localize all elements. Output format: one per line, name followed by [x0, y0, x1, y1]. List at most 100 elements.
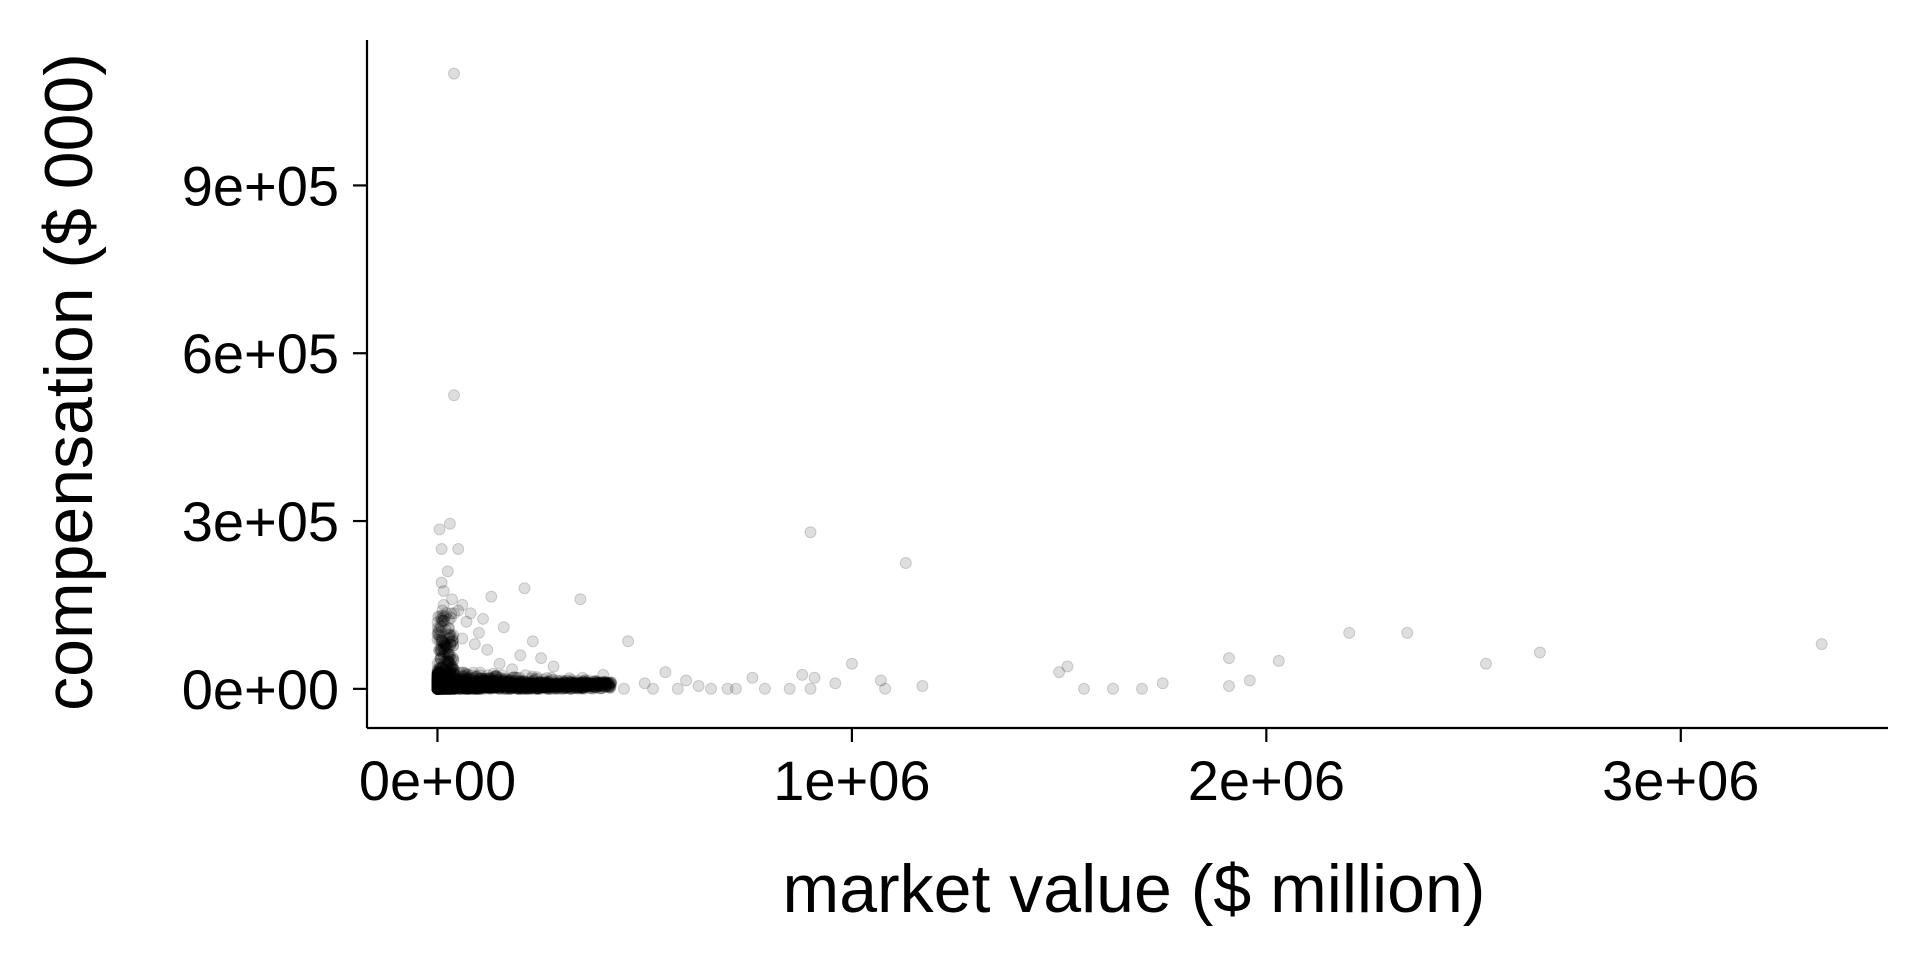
data-point-cluster	[431, 682, 444, 695]
data-point-cluster	[519, 677, 532, 690]
data-point-cluster	[431, 680, 444, 693]
data-point-cluster	[431, 675, 444, 688]
data-point-cluster	[431, 678, 444, 691]
data-point-cluster	[431, 676, 444, 689]
data-point-cluster	[444, 680, 456, 693]
data-point-cluster	[512, 682, 525, 695]
data-point-cluster	[434, 678, 447, 690]
data-point-cluster	[444, 682, 457, 695]
data-point-cluster	[434, 676, 447, 689]
data-point-cluster	[431, 674, 444, 687]
x-tick-label: 0e+00	[359, 749, 516, 812]
data-point-cluster	[465, 682, 478, 695]
data-point-cluster	[431, 677, 444, 690]
data-point	[493, 657, 506, 670]
data-point-cluster	[476, 672, 489, 685]
data-point-cluster	[431, 679, 444, 692]
data-point-cluster	[463, 679, 476, 692]
data-point-cluster	[590, 678, 603, 691]
data-point	[1243, 674, 1256, 687]
data-point-cluster	[433, 673, 446, 686]
data-point-cluster	[466, 680, 479, 693]
data-point-cluster	[543, 682, 556, 695]
ticks-layer: 0e+00 1e+06 2e+06 3e+06 0e+00 3e+05 6e+05 9e+05	[182, 154, 1760, 812]
data-point-cluster	[444, 681, 457, 693]
data-point-cluster	[447, 677, 460, 690]
data-point-cluster	[459, 678, 472, 690]
data-point-cluster	[508, 676, 521, 689]
data-point-cluster	[478, 677, 491, 690]
data-point-cluster	[432, 682, 445, 695]
data-point-cluster	[438, 676, 451, 689]
data-point-cluster	[551, 678, 564, 691]
data-point-cluster	[550, 679, 563, 692]
data-point-cluster	[528, 681, 541, 693]
data-point-cluster	[465, 677, 478, 689]
data-point-cluster	[442, 673, 454, 686]
data-point-cluster	[478, 677, 490, 690]
data-point-cluster	[433, 678, 446, 691]
data-point-cluster	[439, 681, 452, 694]
data-point-cluster	[466, 679, 479, 692]
data-point-cluster	[432, 677, 445, 690]
data-point-cluster	[467, 677, 479, 690]
data-point-cluster	[431, 678, 444, 691]
data-point-cluster	[452, 679, 465, 692]
data-point-cluster	[472, 681, 485, 694]
data-point-cluster	[437, 682, 450, 695]
data-point-cluster	[537, 673, 550, 686]
data-point-cluster	[471, 682, 484, 695]
data-point-cluster	[443, 682, 456, 695]
data-point-cluster	[432, 674, 445, 687]
data-point-cluster	[431, 681, 444, 694]
data-point-cluster	[458, 677, 471, 690]
data-point-cluster	[432, 677, 445, 690]
data-point-cluster	[485, 674, 498, 687]
data-point-cluster	[469, 680, 482, 693]
data-point	[435, 543, 448, 555]
data-point-cluster	[481, 674, 494, 687]
data-point-cluster	[431, 680, 444, 693]
data-point-cluster	[432, 675, 445, 688]
data-point-cluster	[446, 682, 459, 695]
data-point-cluster	[510, 679, 523, 691]
data-point-cluster	[435, 676, 448, 689]
data-point-cluster	[517, 678, 530, 691]
data-point-cluster	[439, 682, 452, 695]
data-point-cluster	[431, 682, 444, 695]
data-point-cluster	[439, 680, 451, 693]
data-point-cluster	[433, 681, 445, 694]
data-point-cluster	[462, 682, 475, 695]
data-point-cluster	[431, 681, 444, 694]
data-point-cluster	[433, 672, 446, 685]
data-point-cluster	[509, 674, 522, 687]
data-point-cluster	[431, 682, 444, 695]
data-point-cluster	[448, 682, 461, 695]
data-point-cluster	[434, 669, 447, 682]
data-point-cluster	[455, 678, 468, 691]
data-point-cluster	[431, 679, 444, 692]
data-point-cluster	[468, 680, 481, 693]
data-point-cluster	[494, 675, 507, 688]
data-point-cluster	[555, 679, 568, 692]
data-point-cluster	[578, 679, 591, 692]
data-point-cluster	[449, 679, 462, 692]
data-point-cluster	[576, 679, 589, 692]
data-point-cluster	[531, 682, 543, 695]
data-point-cluster	[594, 679, 607, 692]
data-point-cluster	[434, 682, 447, 695]
data-point-cluster	[483, 678, 496, 691]
data-point-cluster	[497, 677, 509, 690]
data-point-cluster	[434, 678, 447, 691]
data-point-cluster	[431, 681, 444, 694]
data-point	[1480, 657, 1492, 670]
data-point-cluster	[439, 670, 451, 683]
data-point-cluster	[447, 675, 460, 688]
data-point-cluster	[497, 676, 510, 689]
data-point-cluster	[495, 672, 508, 685]
data-point-cluster	[582, 676, 595, 689]
data-point-cluster	[514, 679, 527, 692]
data-point-cluster	[432, 679, 445, 692]
data-point-cluster	[541, 678, 554, 691]
data-point-cluster	[543, 677, 556, 690]
